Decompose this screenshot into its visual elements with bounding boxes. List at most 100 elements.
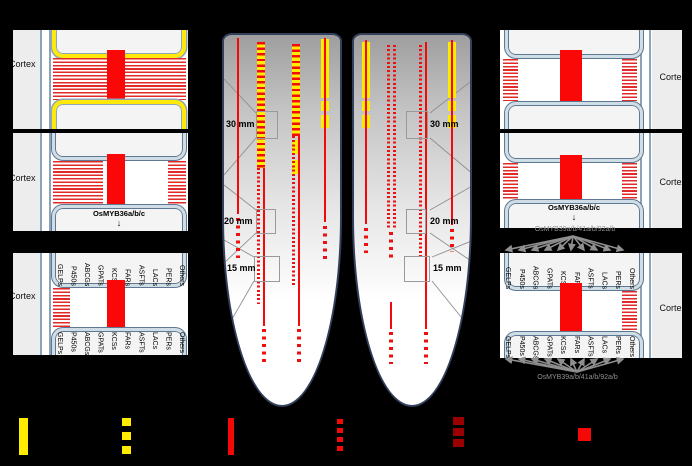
expression-tracks [354, 35, 470, 405]
cortex-label: Cortex [13, 59, 36, 69]
endodermal-cell [505, 102, 643, 129]
root-track-segment [364, 228, 368, 253]
casparian-strip-bar [560, 50, 582, 108]
zoom-box-15mm [254, 256, 280, 282]
cortex-strip [13, 253, 40, 355]
endodermal-cell [52, 205, 186, 231]
casparian-strip-bar [107, 50, 125, 108]
zoom-box-20mm [256, 209, 276, 234]
down-arrow-icon: ↓ [571, 212, 577, 222]
gene-family-label: GELPs [504, 266, 511, 289]
myb36-label: OsMYB36a/b/c [547, 203, 601, 212]
root-schematic-right [352, 33, 472, 407]
regulators-label-bottom: OsMYB39a/b/41a/b/92a/b [537, 374, 618, 381]
gene-family-row: GELPs P450s ABCGs GPATs KCSs FARs ASFTs LACs PER… [54, 332, 186, 355]
cortex-strip [652, 30, 682, 129]
cortex-label: Cortex [659, 72, 682, 82]
endodermal-cell [52, 328, 186, 355]
fan-arrows-bottom [504, 356, 625, 373]
gene-family-label: Others [177, 264, 185, 286]
root-track-segment [323, 226, 327, 259]
cell-wall-lines [640, 133, 651, 228]
gene-family-label: PERs [614, 336, 622, 354]
cortex-label: Cortex [659, 303, 682, 313]
cell-wall-lines [40, 253, 51, 355]
root-track-segment [389, 302, 393, 329]
suberin-hatch [622, 59, 637, 101]
suberin-hatch [168, 161, 186, 204]
gene-family-label: ABCGs [83, 262, 91, 286]
gene-family-row: GELPs P450s ABCGs GPATs KCSs FARs ASFTs LACs PER… [502, 259, 636, 289]
root-track-segment [236, 218, 240, 258]
gene-family-label: Others [177, 332, 185, 354]
myb36-annotation: OsMYB36a/b/c ↓ [505, 203, 643, 222]
root-track-segment [418, 45, 422, 258]
gene-family-label: P450s [69, 332, 77, 352]
gene-family-label: ASFTs [586, 336, 594, 357]
legend-swatch-red-square [578, 428, 591, 441]
legend-swatch-yellow-solid-bar [19, 418, 28, 455]
zoom-box-30mm [406, 111, 428, 139]
root-track-segment [262, 329, 266, 366]
cortex-label: Cortex [13, 173, 36, 183]
gene-family-label: ASFTs [586, 268, 594, 289]
panel-left-middle: Cortex OsMYB36a/b/c ↓ [13, 133, 188, 231]
fan-arrows-top [504, 235, 625, 253]
gene-family-label: P450s [517, 269, 525, 289]
gene-family-label: P450s [517, 336, 525, 356]
gene-family-row: GELPs P450s ABCGs GPATs KCSs FARs ASFTs LACs PER… [502, 336, 636, 358]
gene-family-label: FARs [123, 332, 131, 350]
gene-family-label: LACs [150, 268, 158, 286]
gene-family-label: Others [627, 336, 635, 358]
down-arrow-icon: ↓ [116, 218, 122, 228]
suberin-hatch [622, 163, 637, 199]
gene-family-label: KCSs [559, 271, 567, 289]
suberin-hatch [622, 291, 637, 331]
gene-family-label: ASFTs [137, 332, 145, 353]
gene-family-label: LACs [150, 332, 158, 350]
panel-right-top: Cortex [500, 30, 682, 129]
casparian-strip-bar [560, 283, 582, 338]
gene-family-label: PERs [164, 332, 172, 350]
root-track-segment [292, 160, 300, 174]
depth-label-30mm-right: 30 mm [430, 119, 459, 129]
casparian-strip-bar [107, 154, 125, 211]
root-track-segment [450, 229, 454, 252]
root-track-segment [392, 45, 396, 228]
gene-family-label: ASFTs [137, 265, 145, 286]
depth-label-15mm-right: 15 mm [433, 263, 462, 273]
cortex-strip [13, 30, 40, 129]
gene-family-label: GELPs [504, 336, 511, 358]
gene-family-label: KCSs [110, 332, 118, 350]
root-track-segment [257, 42, 265, 168]
zoom-box-20mm [406, 209, 426, 234]
root-track-segment [389, 332, 393, 364]
gene-family-label: FARs [123, 268, 131, 286]
zoom-box-30mm [256, 111, 278, 139]
root-track-segment [262, 168, 266, 326]
endodermal-cell [505, 200, 643, 228]
gene-family-label: GPATs [545, 336, 553, 357]
gene-family-label: Others [627, 267, 635, 289]
depth-label-15mm-left: 15 mm [227, 263, 256, 273]
root-track-segment [424, 42, 428, 329]
root-track-segment [256, 168, 260, 304]
root-track-segment [323, 38, 327, 222]
root-track-segment [236, 38, 240, 214]
suberin-hatch [53, 161, 103, 204]
panel-left-bottom: Cortex GELPs P450s ABCGs GPATs KCSs FARs ASFTs… [13, 253, 188, 355]
cortex-strip [652, 253, 682, 358]
gene-family-row: GELPs P450s ABCGs GPATs KCSs FARs ASFTs LACs PER… [54, 255, 186, 286]
gene-family-label: KCSs [559, 336, 567, 354]
depth-label-20mm-right: 20 mm [430, 216, 459, 226]
expression-tracks [224, 35, 340, 405]
myb36-annotation: OsMYB36a/b/c ↓ [52, 209, 186, 228]
gene-family-label: GPATs [96, 332, 104, 353]
cortex-label: Cortex [13, 291, 36, 301]
gene-family-label: KCSs [110, 268, 118, 286]
gene-family-label: GELPs [56, 332, 63, 355]
gene-family-label: GPATs [96, 265, 104, 286]
root-track-segment [291, 136, 295, 285]
gene-family-label: P450s [69, 266, 77, 286]
